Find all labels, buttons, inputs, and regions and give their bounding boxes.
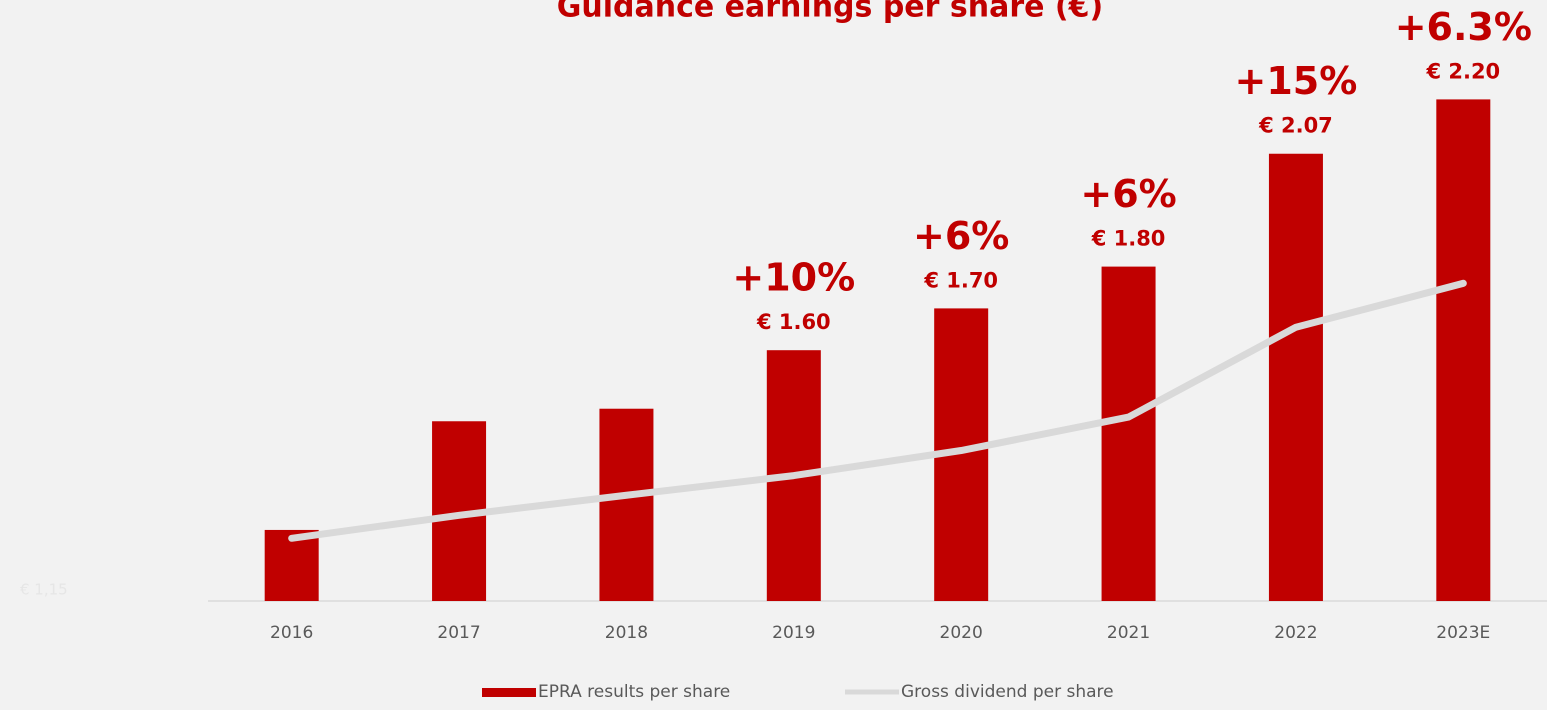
x-tick-label: 2017 xyxy=(437,623,480,643)
value-label: € 1.70 xyxy=(923,268,998,292)
growth-label: +6.3% xyxy=(1395,5,1532,49)
growth-label: +15% xyxy=(1235,59,1358,103)
chart-title: Guidance earnings per share (€) xyxy=(557,0,1103,25)
faint-axis-label: € 1,15 xyxy=(20,581,68,599)
bar xyxy=(1436,99,1491,602)
value-label: € 2.20 xyxy=(1425,59,1500,83)
bar xyxy=(1101,266,1156,601)
x-tick-label: 2016 xyxy=(270,623,313,643)
x-tick-label: 2019 xyxy=(772,623,815,643)
x-tick-label: 2021 xyxy=(1107,623,1150,643)
legend-swatch xyxy=(482,688,536,697)
x-tick-label: 2020 xyxy=(940,623,983,643)
growth-label: +10% xyxy=(732,256,855,300)
value-label: € 1.60 xyxy=(756,310,831,334)
growth-label: +6% xyxy=(913,214,1009,258)
x-tick-label: 2023E xyxy=(1436,623,1490,643)
legend-label: EPRA results per share xyxy=(538,682,730,702)
x-tick-label: 2022 xyxy=(1274,623,1317,643)
legend-label: Gross dividend per share xyxy=(901,682,1114,702)
bar xyxy=(1268,153,1323,602)
growth-label: +6% xyxy=(1080,172,1176,216)
value-label: € 2.07 xyxy=(1258,114,1333,138)
line xyxy=(288,279,1467,542)
value-label: € 1.80 xyxy=(1091,227,1166,251)
bar xyxy=(599,408,654,601)
x-tick-label: 2018 xyxy=(605,623,648,643)
